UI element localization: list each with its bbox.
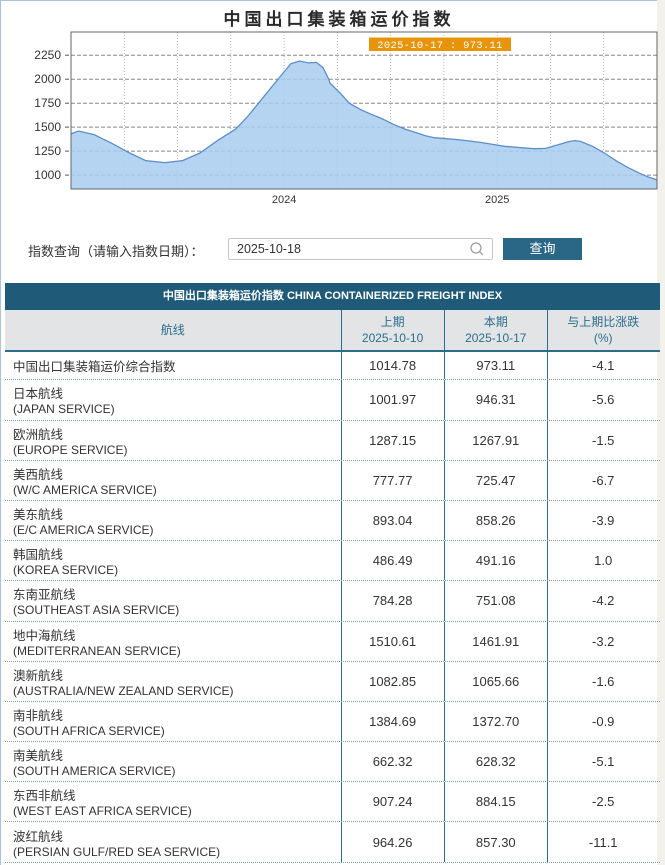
svg-text:2025-10-17 : 973.11: 2025-10-17 : 973.11 (377, 40, 502, 52)
svg-text:2024: 2024 (272, 194, 296, 206)
svg-text:1000: 1000 (34, 168, 61, 182)
svg-text:1750: 1750 (34, 96, 61, 110)
svg-text:1500: 1500 (34, 120, 61, 134)
svg-text:1250: 1250 (34, 144, 61, 158)
svg-text:2025: 2025 (485, 194, 509, 206)
svg-text:2000: 2000 (34, 72, 61, 86)
svg-text:2250: 2250 (34, 48, 61, 62)
